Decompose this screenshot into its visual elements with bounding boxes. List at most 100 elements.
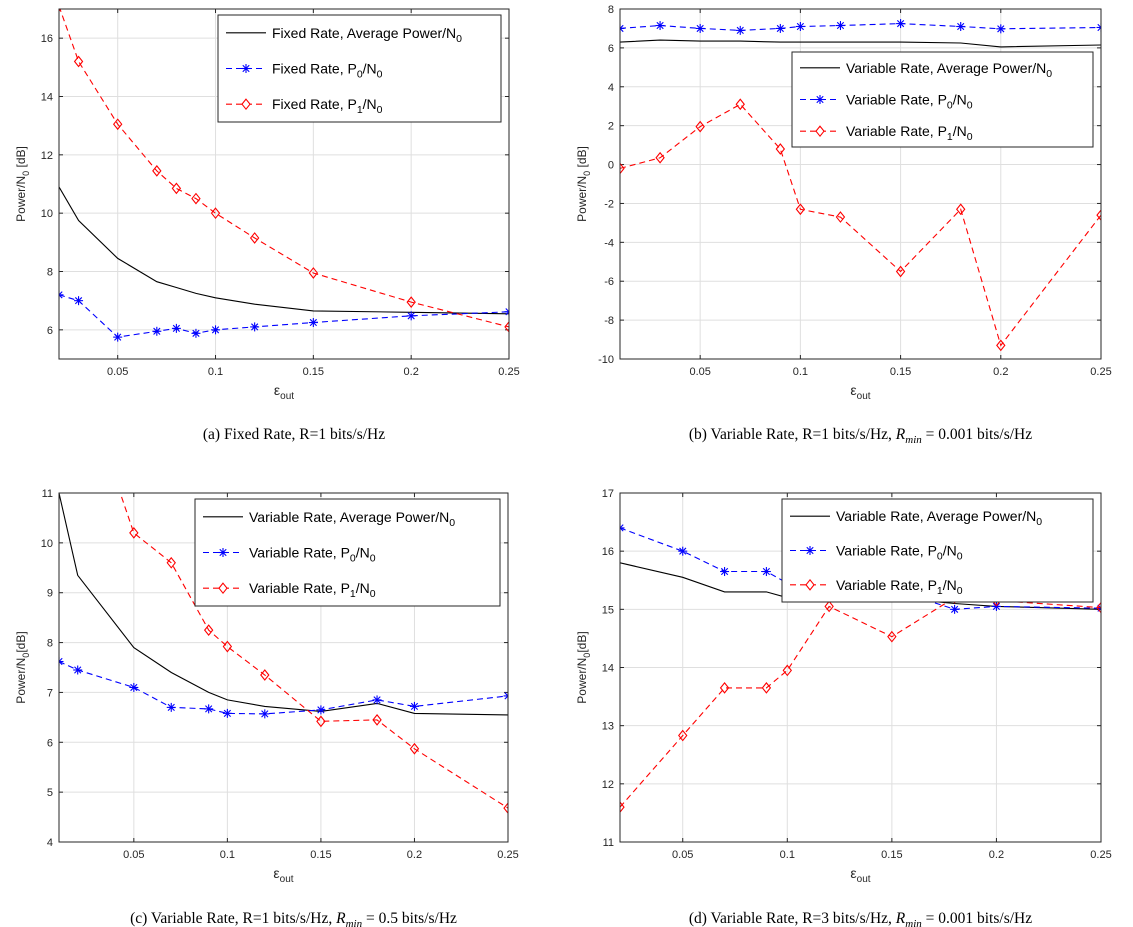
data-point-diamond bbox=[504, 321, 509, 333]
legend-diamond-marker bbox=[805, 578, 815, 591]
legend-label-3: Variable Rate, P1​/N0​ bbox=[836, 577, 963, 597]
y-tick-label: 7 bbox=[47, 687, 53, 699]
x-tick-label: 0.15 bbox=[881, 849, 902, 861]
data-point-diamond bbox=[678, 729, 688, 742]
data-point-diamond bbox=[996, 339, 1006, 352]
data-point-star bbox=[171, 323, 181, 333]
series-line-1 bbox=[59, 493, 508, 716]
y-axis-label: Power/N0​[dB] bbox=[14, 631, 31, 703]
data-point-diamond bbox=[1096, 209, 1101, 221]
data-point-star bbox=[503, 691, 508, 701]
data-point-star bbox=[695, 23, 705, 33]
y-tick-label: 10 bbox=[41, 538, 53, 550]
y-tick-label: 16 bbox=[41, 33, 53, 45]
data-point-star bbox=[74, 296, 84, 306]
y-tick-label: 8 bbox=[47, 638, 53, 650]
data-point-star bbox=[204, 704, 214, 714]
caption: (b) Variable Rate, R=1 bits/s/Hz, Rmin =… bbox=[689, 426, 1032, 446]
legend-label-2: Variable Rate, P0​/N0​ bbox=[249, 545, 376, 565]
axes-frame bbox=[619, 8, 1102, 360]
x-tick-label: 0.2 bbox=[993, 366, 1008, 378]
panel-b: 0.05 0.1 0.15 0.2 0.25 -10 -8 -6 -4 -2 0 2 4 6 8 Variab… bbox=[575, 4, 1112, 446]
y-tick-label: 14 bbox=[41, 92, 53, 104]
y-axis-label: Power/N0​[dB] bbox=[575, 631, 592, 703]
data-point-diamond bbox=[316, 715, 326, 728]
x-tick-label: 0.1 bbox=[208, 366, 223, 378]
data-point-star bbox=[896, 19, 906, 29]
data-point-diamond bbox=[308, 267, 319, 279]
y-tick-label: 12 bbox=[602, 779, 614, 791]
data-point-diamond bbox=[203, 624, 214, 636]
legend-box bbox=[194, 498, 501, 607]
y-tick-label: 16 bbox=[602, 546, 614, 558]
data-point-diamond bbox=[210, 207, 221, 220]
x-axis-label: εout bbox=[274, 382, 294, 402]
y-tick-label: 4 bbox=[47, 837, 53, 849]
data-point-diamond bbox=[782, 664, 793, 677]
x-axis-label: εout bbox=[273, 865, 293, 885]
y-axis-label: Power/N0​ [dB] bbox=[575, 146, 592, 222]
data-point-diamond bbox=[406, 296, 416, 309]
data-point-star bbox=[59, 657, 64, 667]
x-tick-label: 0.1 bbox=[780, 849, 795, 861]
series-line-1 bbox=[620, 39, 1101, 48]
y-tick-label: 12 bbox=[41, 150, 53, 162]
data-point-diamond bbox=[824, 600, 834, 613]
x-tick-label: 0.2 bbox=[404, 366, 419, 378]
data-point-star bbox=[620, 523, 625, 533]
data-point-star bbox=[620, 23, 625, 33]
x-axis-label: εout bbox=[850, 382, 870, 402]
series-line-3 bbox=[59, 9, 509, 328]
legend-box bbox=[791, 51, 1094, 148]
y-tick-label: 9 bbox=[47, 588, 53, 600]
data-point-star bbox=[59, 290, 64, 300]
legend-label-1: Variable Rate, Average Power/N0​ bbox=[846, 60, 1052, 80]
y-tick-label: 17 bbox=[602, 488, 614, 500]
y-tick-label: 0 bbox=[608, 160, 614, 172]
x-tick-label: 0.05 bbox=[107, 366, 128, 378]
legend-star-marker bbox=[218, 548, 228, 557]
data-point-star bbox=[775, 23, 785, 33]
y-tick-label: 2 bbox=[608, 121, 614, 133]
y-tick-label: 11 bbox=[42, 488, 53, 500]
data-point-star bbox=[113, 332, 123, 342]
data-point-star bbox=[956, 22, 966, 31]
x-tick-label: 0.05 bbox=[672, 849, 693, 861]
x-tick-label: 0.25 bbox=[1090, 366, 1111, 378]
caption: (a) Fixed Rate, R=1 bits/s/Hz bbox=[203, 426, 385, 443]
data-point-star bbox=[1096, 22, 1101, 32]
y-tick-label: -2 bbox=[604, 198, 614, 210]
caption: (d) Variable Rate, R=3 bits/s/Hz, Rmin =… bbox=[689, 910, 1032, 927]
y-axis-label: Power/N0​ [dB] bbox=[14, 146, 31, 222]
series-layer bbox=[59, 9, 509, 342]
legend-diamond-marker bbox=[241, 98, 251, 111]
data-point-diamond bbox=[1096, 601, 1101, 614]
data-point-diamond bbox=[620, 801, 625, 813]
data-point-diamond bbox=[112, 118, 123, 131]
x-tick-label: 0.2 bbox=[989, 849, 1004, 861]
data-point-star bbox=[795, 22, 805, 31]
data-point-diamond bbox=[719, 681, 730, 694]
data-point-star bbox=[73, 665, 83, 675]
data-point-star bbox=[316, 705, 326, 715]
x-axis-label: εout bbox=[850, 865, 870, 885]
legend-label-3: Fixed Rate, P1​/N0​ bbox=[272, 96, 383, 116]
legend-label-3: Variable Rate, P1​/N0​ bbox=[249, 580, 376, 600]
data-point-diamond bbox=[372, 713, 382, 726]
data-point-star bbox=[761, 567, 771, 577]
y-tick-label: 4 bbox=[608, 82, 614, 94]
legend-label-3: Variable Rate, P1​/N0​ bbox=[846, 123, 973, 143]
legend-box bbox=[781, 498, 1094, 603]
series-line-3 bbox=[620, 597, 1101, 808]
y-tick-label: 5 bbox=[47, 787, 53, 799]
y-tick-label: 11 bbox=[603, 837, 614, 849]
data-point-star bbox=[950, 604, 960, 614]
data-point-star bbox=[406, 311, 416, 321]
data-point-star bbox=[409, 701, 419, 711]
legend-label-2: Variable Rate, P0​/N0​ bbox=[846, 92, 973, 112]
data-point-diamond bbox=[895, 265, 906, 278]
series-line-3 bbox=[119, 493, 508, 809]
legend: Variable Rate, Average Power/N0​ Variable… bbox=[194, 498, 501, 607]
legend-diamond-marker bbox=[218, 582, 228, 595]
legend-star-marker bbox=[241, 64, 251, 73]
